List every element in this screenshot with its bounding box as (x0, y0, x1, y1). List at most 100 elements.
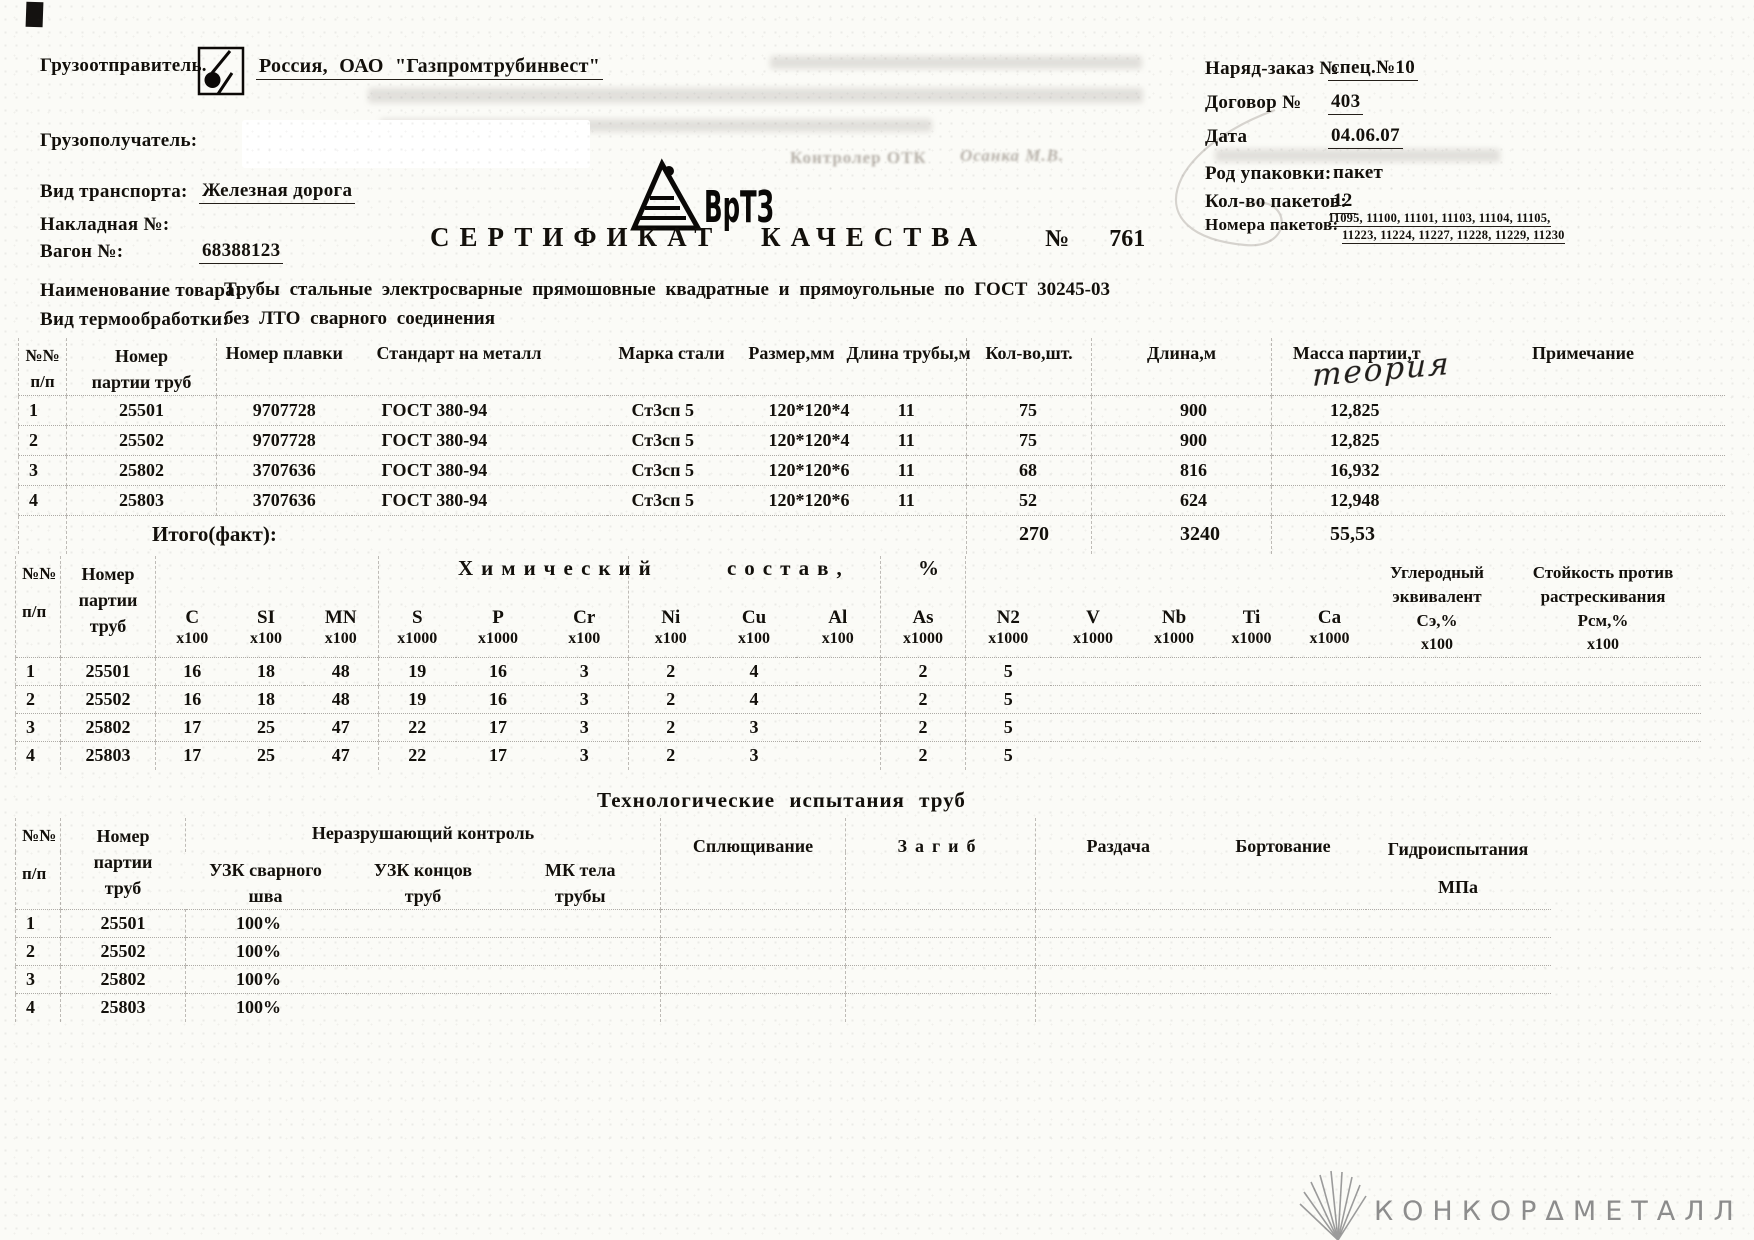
batch-table-header-row: №№ п/п Номер партии труб Номер плавки Стан… (18, 338, 1725, 396)
chem-col-ni: Ni x100 (628, 556, 713, 658)
chem-col-cr: Cr x100 (568, 607, 601, 647)
package-count-value: 12 (1330, 190, 1356, 214)
consignee-redaction-block (242, 120, 590, 168)
tech-table-row: 4 25803 100% (15, 993, 1551, 1022)
shipper-label: Грузоотправитель. (40, 55, 207, 76)
tech-col-uzk-weld: УЗК сварного шва (209, 860, 322, 906)
tech-section-title: Технологические испытания труб (597, 788, 966, 812)
chem-table-row: 4 25803 17 25 47 22 17 3 2 3 2 5 (15, 741, 1701, 770)
batch-table: №№ п/п Номер партии труб Номер плавки Стан… (18, 338, 1725, 554)
chem-col-batch: Номер партии труб (60, 556, 156, 658)
ghost-inspector-name: Осанка М.В. (960, 146, 1065, 165)
date-value: 04.06.07 (1328, 125, 1403, 149)
col-header-note: Примечание (1531, 343, 1635, 363)
tech-col-hydro: Гидроиспытания МПа (1387, 839, 1529, 897)
chem-col-as: As x1000 (880, 556, 966, 658)
chem-col-carbon-eq: Углеродный эквивалент Сэ,% x100 (1390, 563, 1484, 653)
col-header-npp: №№ п/п (18, 338, 67, 396)
ghost-bleed-line (368, 88, 1143, 103)
tech-table-header-row1: №№ п/п Номер партии труб Неразрушающий конт… (15, 818, 1551, 910)
tech-col-ndt-group: Неразрушающий контроль (185, 818, 661, 852)
tech-table-row: 3 25802 100% (15, 965, 1551, 994)
product-label: Наименование товара: (40, 280, 242, 301)
watermark-text: КОНКОРΔМЕТАЛЛ (1374, 1196, 1743, 1227)
batch-table-row: 1 25501 9707728 ГОСТ 380-94 Ст3сп 5 120*… (18, 395, 1725, 426)
col-header-qty: Кол-во,шт. (966, 338, 1092, 396)
batch-table-row: 3 25802 3707636 ГОСТ 380-94 Ст3сп 5 120*… (18, 455, 1725, 486)
package-count-label: Кол-во пакетов: (1205, 191, 1347, 212)
contract-label: Договор № (1205, 92, 1302, 113)
packaging-label: Род упаковки: (1205, 163, 1332, 184)
transport-value: Железная дорога (199, 180, 356, 204)
total-mass: 55,53 (1271, 515, 1442, 554)
chem-col-n2: N2 x1000 (965, 556, 1051, 658)
col-header-heat: Номер плавки (216, 338, 352, 396)
tech-col-flange: Бортование (1235, 836, 1331, 856)
chem-col-al: Al x100 (821, 607, 854, 647)
tech-col-uzk-ends: УЗК концов труб (373, 860, 473, 906)
contract-value: 403 (1328, 91, 1364, 115)
tech-table-header-row2: УЗК сварного шва УЗК концов труб МК тела тр… (16, 852, 1551, 910)
ghost-bleed-line (770, 56, 1142, 69)
product-value: Трубы стальные электросварные прямошовны… (224, 279, 1111, 300)
chem-col-mn: MN x100 (324, 607, 357, 647)
ghost-inspector-label: Контролер ОТК (790, 148, 927, 167)
tech-table-row: 1 25501 100% (15, 909, 1551, 938)
shipper-logo-icon (197, 46, 245, 96)
tech-table-row: 2 25502 100% (15, 937, 1551, 966)
total-qty: 270 (966, 515, 1092, 554)
tech-table: №№ п/п Номер партии труб Неразрушающий конт… (15, 818, 1551, 1022)
heat-treatment-value: без ЛТО сварного соединения (224, 308, 496, 329)
chem-table-body: 1 25501 16 18 48 19 16 3 2 4 2 5 (15, 657, 1701, 770)
tech-col-mk-body: МК тела трубы (545, 860, 616, 906)
col-header-size: Размер,мм (748, 343, 835, 363)
package-numbers-line2: 11223, 11224, 11227, 11228, 11229, 11230 (1342, 228, 1565, 244)
vrtz-logo-icon: ВрТЗ (630, 158, 774, 233)
tech-col-expand: Раздача (1035, 818, 1201, 910)
col-header-batch: Номер партии труб (66, 338, 217, 396)
tech-col-bend: Загиб (845, 818, 1036, 910)
scan-corner-mark (25, 1, 44, 28)
chem-table-row: 3 25802 17 25 47 22 17 3 2 3 2 5 (15, 713, 1701, 742)
batch-table-body: 1 25501 9707728 ГОСТ 380-94 Ст3сп 5 120*… (18, 395, 1725, 516)
chem-col-npp: №№ п/п (15, 556, 61, 658)
chem-col-ca: Ca x1000 (1309, 607, 1350, 647)
transport-label: Вид транспорта: (40, 181, 188, 202)
shipper-value: Россия, ОАО "Газпромтрубинвест" (256, 55, 604, 80)
certificate-title: СЕРТИФИКАТ КАЧЕСТВА (430, 222, 988, 252)
ghost-scribble-icon (1174, 108, 1283, 247)
chem-col-ti: Ti x1000 (1231, 607, 1272, 647)
chem-table-row: 2 25502 16 18 48 19 16 3 2 4 2 5 (15, 685, 1701, 714)
package-numbers-label: Номера пакетов: (1205, 215, 1339, 234)
consignee-label: Грузополучатель: (40, 130, 198, 151)
certificate-number: 761 (1109, 226, 1146, 252)
certificate-number-sign: № (1045, 226, 1070, 252)
chem-col-nb: Nb x1000 (1154, 607, 1194, 647)
order-value: спец.№10 (1328, 57, 1419, 81)
batch-table-row: 2 25502 9707728 ГОСТ 380-94 Ст3сп 5 120*… (18, 425, 1725, 456)
watermark-fan-icon (1299, 1170, 1367, 1240)
col-header-standard: Стандарт на металл (376, 343, 542, 363)
col-header-pipe-length: Длина трубы,м (846, 343, 971, 363)
tech-col-batch: Номер партии труб (60, 818, 186, 910)
wagon-label: Вагон №: (40, 241, 124, 262)
chem-col-cu: Cu x100 (738, 607, 770, 647)
col-header-length: Длина,м (1091, 338, 1272, 396)
chem-col-crack-res: Стойкость против растрескивания Рсм,% x100 (1532, 563, 1674, 653)
total-length: 3240 (1091, 515, 1272, 554)
certificate-title-row: СЕРТИФИКАТ КАЧЕСТВА № 761 (430, 222, 1145, 253)
col-header-mass: Масса партии,т (1271, 338, 1442, 396)
vrtz-logo-text: ВрТЗ (704, 182, 774, 233)
waybill-label: Накладная №: (40, 214, 170, 235)
batch-table-total-row: Итого(факт): 270 3240 55,53 (18, 515, 1725, 554)
heat-treatment-label: Вид термообработки: (40, 309, 230, 330)
total-label: Итого(факт): (66, 515, 607, 554)
chem-col-si: SI x100 (250, 607, 282, 647)
chem-table-row: 1 25501 16 18 48 19 16 3 2 4 2 5 (15, 657, 1701, 686)
